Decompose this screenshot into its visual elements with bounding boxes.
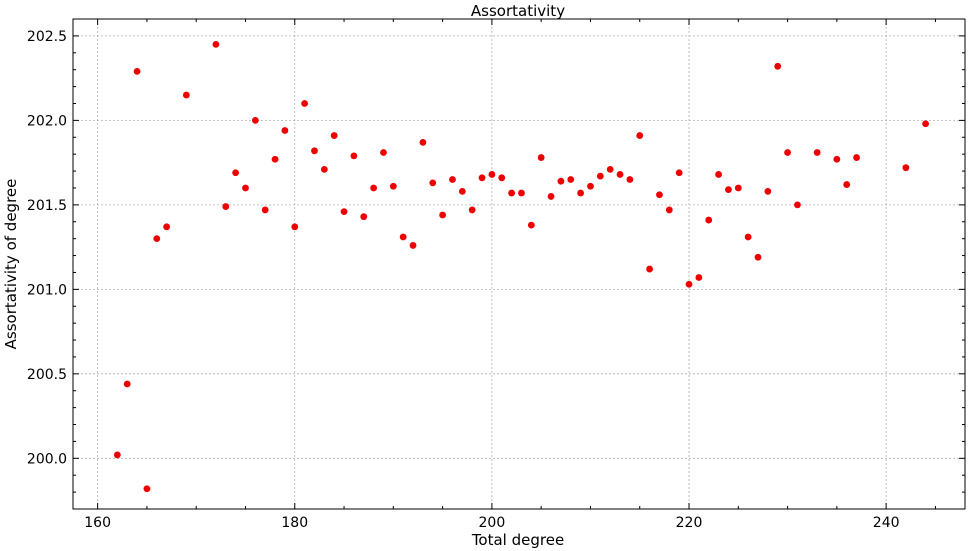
data-point [616,171,624,178]
data-point [537,154,545,161]
data-point [843,181,851,188]
data-point [665,206,673,214]
data-point [764,187,772,195]
y-tick-label: 200.0 [27,451,67,467]
data-point [587,182,594,190]
data-point [212,40,220,48]
data-point [311,147,318,155]
data-point [419,138,427,146]
data-point [725,186,732,194]
y-tick-label: 201.0 [27,282,67,298]
data-point [380,149,387,156]
data-point [123,380,131,388]
data-point [705,216,713,224]
x-tick-label: 180 [281,515,308,531]
data-point [113,451,121,459]
data-point [734,184,742,192]
data-point [853,154,860,161]
data-point [399,233,407,241]
data-point [429,179,437,187]
x-tick-label: 220 [676,515,703,531]
data-point [675,169,683,177]
data-point [261,206,269,214]
data-point [902,164,910,172]
data-point [547,193,555,200]
y-tick-label: 202.5 [27,29,67,45]
data-point [143,485,151,493]
y-tick-label: 202.0 [27,113,67,129]
data-point [518,189,525,197]
data-point [439,211,447,219]
data-point [291,223,299,231]
data-point [133,67,141,75]
data-point [646,265,653,273]
plot-frame [72,18,966,510]
data-point [498,174,506,182]
y-tick-label: 201.5 [27,198,67,214]
data-point [695,274,703,281]
x-axis-label: Total degree [471,531,564,549]
data-points [113,40,929,493]
data-point [784,149,791,156]
data-point [232,169,240,177]
data-point [685,280,693,288]
x-tick-label: 240 [873,515,900,531]
data-point [271,155,279,163]
data-point [636,132,644,139]
data-point [813,149,821,156]
data-point [468,206,476,214]
data-point [656,191,663,199]
x-tick-label: 200 [479,515,506,531]
data-point [350,152,358,160]
data-point [222,203,230,210]
data-point [557,177,565,185]
data-point [577,189,585,197]
data-point [478,174,486,182]
data-point [626,176,634,183]
data-point [715,171,722,178]
data-point [458,187,466,195]
data-point [596,172,604,180]
data-point [774,62,782,70]
data-point [488,171,496,178]
data-point [320,165,328,173]
data-point [251,116,259,124]
data-point [449,176,456,183]
data-point [794,201,801,209]
y-axis-label: Assortativity of degree [2,179,20,350]
axis-ticks: 160 180 200 220 240 200.0 200.5 201.0 201.5 202.0… [27,18,965,531]
data-point [833,155,841,163]
data-point [409,242,417,249]
data-point [370,184,378,192]
data-point [153,235,161,243]
data-point [527,221,535,229]
chart-title: Assortativity [471,2,565,20]
data-point [163,223,171,231]
data-point [360,213,368,221]
data-point [340,208,348,216]
data-point [281,127,289,134]
data-point [744,233,752,241]
data-point [182,91,190,99]
grid [73,19,965,509]
data-point [567,176,575,183]
data-point [508,189,516,197]
x-tick-label: 160 [84,515,111,531]
data-point [922,120,929,128]
data-point [754,253,762,261]
data-point [242,184,249,192]
data-point [330,132,338,139]
data-point [389,182,397,190]
y-tick-label: 200.5 [27,367,67,383]
data-point [301,100,309,107]
data-point [606,165,614,173]
